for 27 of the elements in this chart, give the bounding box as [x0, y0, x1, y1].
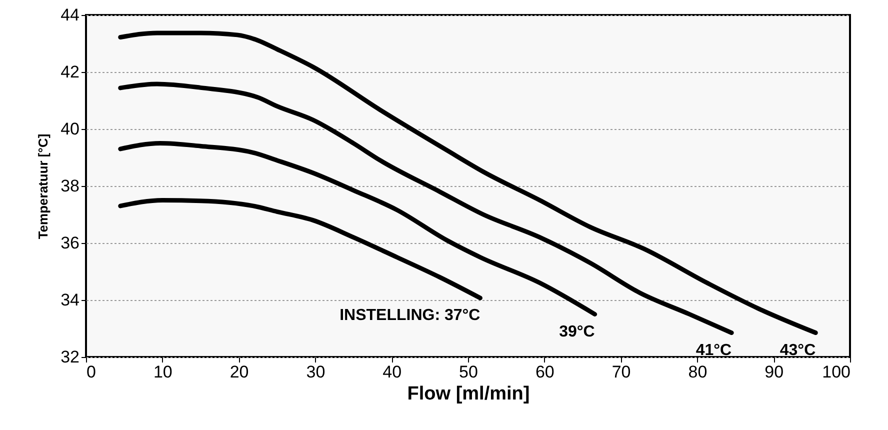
y-tick-label: 32: [60, 348, 80, 366]
x-tick-label: 90: [764, 362, 784, 382]
y-tick-label: 36: [60, 234, 80, 252]
y-tick-label: 44: [60, 6, 80, 24]
y-tick-label: 38: [60, 176, 80, 196]
x-tick-label: 20: [230, 362, 249, 382]
y-tick-label: 40: [60, 120, 80, 138]
x-tick-label: 30: [306, 362, 326, 382]
y-axis-title: Temperatuur [°C]: [36, 134, 51, 240]
line-series: [118, 82, 734, 336]
y-tick-label: 42: [60, 62, 80, 82]
series-label: 39°C: [559, 323, 596, 340]
x-axis-title: Flow [ml/min]: [407, 384, 530, 404]
x-tick-label: 0: [86, 362, 96, 382]
x-tick-label: 50: [459, 362, 478, 382]
x-tick-label: 40: [382, 362, 402, 382]
line-series: [118, 198, 482, 300]
series-label: 43°C: [780, 342, 816, 359]
series-label: 41°C: [696, 342, 732, 359]
x-tick-label: 10: [153, 362, 172, 382]
x-tick-label: 100: [822, 362, 850, 382]
x-tick-label: 70: [612, 362, 631, 382]
x-tick-label: 80: [688, 362, 708, 382]
line-series: [118, 30, 818, 336]
series-label: INSTELLING: 37°C: [340, 307, 481, 324]
x-tick-label: 60: [535, 362, 554, 382]
y-tick-label: 34: [60, 290, 80, 310]
